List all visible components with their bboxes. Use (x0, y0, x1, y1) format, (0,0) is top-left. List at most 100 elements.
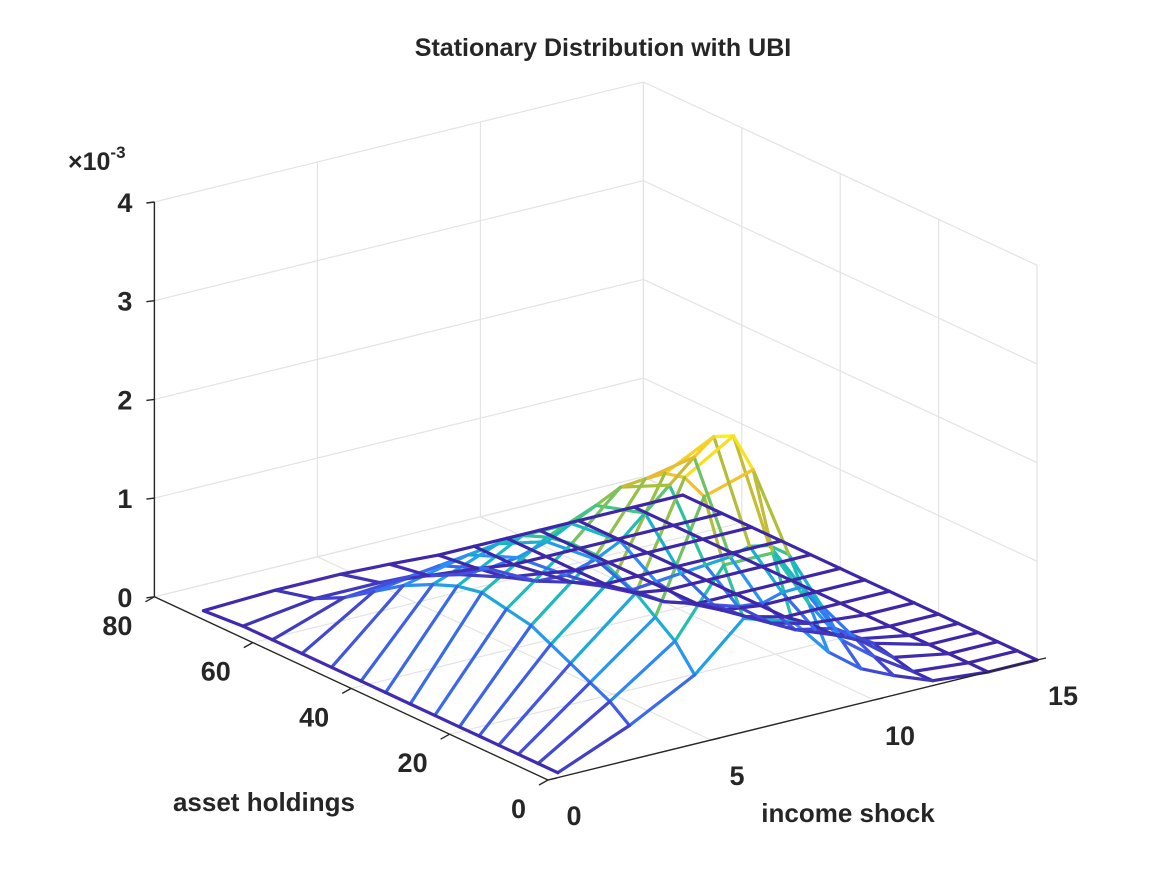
surface-line (511, 554, 548, 567)
surface-line (863, 601, 916, 617)
surface-line (537, 528, 581, 551)
surface-line (956, 621, 980, 635)
y-tick-mark (538, 779, 549, 786)
surface-line (594, 539, 622, 561)
surface-line (201, 609, 245, 628)
surface-line (645, 537, 705, 555)
surface-line (505, 536, 548, 559)
surface-line (966, 661, 990, 674)
surface-line (632, 588, 669, 595)
surface-line (779, 539, 813, 557)
surface-line (544, 554, 578, 573)
surface-line (671, 523, 705, 541)
surface-line (636, 574, 669, 592)
y-tick-label: 60 (201, 657, 231, 687)
surface-line (790, 619, 831, 654)
surface-line (618, 483, 672, 489)
y-tick-mark (440, 733, 450, 740)
surface-line (570, 580, 607, 586)
surface-line (665, 578, 709, 592)
surface-line (675, 551, 734, 569)
grid-line (252, 522, 742, 644)
surface-line (654, 571, 683, 584)
surface-line (408, 702, 437, 718)
surface-line (665, 588, 699, 606)
surface-line (947, 652, 971, 665)
grid-line (154, 81, 644, 203)
surface-line (603, 574, 640, 586)
surface-line (618, 477, 647, 489)
z-tick-mark (146, 596, 155, 599)
surface-line (480, 590, 509, 611)
surface-line (681, 493, 724, 516)
surface-line (359, 582, 435, 683)
surface-line (573, 568, 607, 586)
y-tick-mark (341, 687, 352, 695)
surface-line (496, 540, 549, 546)
surface-line (273, 572, 343, 592)
surface-line (927, 642, 951, 656)
surface-line (329, 665, 363, 683)
surface-line (436, 544, 476, 557)
surface-line (520, 533, 549, 539)
x-tick-label: 0 (566, 801, 581, 831)
z-tick-mark (146, 201, 155, 204)
surface-line (704, 578, 738, 596)
z-tick-label: 4 (117, 188, 132, 218)
surface-line (313, 595, 346, 601)
surface-line (734, 578, 793, 596)
surface-line (838, 601, 867, 617)
surface-line (887, 589, 916, 605)
surface-line (826, 650, 863, 671)
surface-line (329, 583, 405, 669)
surface-line (588, 615, 657, 685)
surface-line (734, 592, 763, 608)
z-tick-label: 3 (117, 287, 132, 317)
surface-line (477, 642, 553, 738)
surface-line (608, 699, 632, 728)
surface-line (384, 690, 412, 706)
surface-line (1015, 649, 1039, 662)
surface-line (541, 571, 575, 584)
surface-line (636, 564, 679, 578)
surface-line (692, 455, 732, 559)
surface-line (300, 651, 334, 669)
surface-line (433, 607, 509, 718)
surface-line (643, 511, 683, 576)
surface-line (457, 725, 481, 738)
surface-line (839, 638, 863, 671)
z-tick-mark (146, 497, 155, 500)
z-exponent-label: ×10-3 (68, 143, 126, 176)
surface-line (511, 562, 545, 576)
surface-line (577, 546, 610, 565)
y-tick-label: 20 (398, 748, 428, 778)
surface-line (667, 455, 696, 487)
surface-line (731, 434, 771, 548)
axes-lines (145, 201, 1047, 786)
z-tick-label: 0 (117, 583, 132, 613)
surface-line (787, 553, 824, 608)
surface-line (643, 471, 667, 481)
surface-line (632, 493, 685, 509)
surface-line (809, 553, 842, 571)
surface-line (338, 562, 391, 576)
chart-title: Stationary Distribution with UBI (415, 34, 791, 62)
surface-line (606, 560, 640, 578)
surface-line (912, 601, 941, 616)
surface-line (497, 661, 573, 747)
surface-line (760, 565, 793, 583)
surface-line (793, 627, 817, 632)
surface-line (270, 638, 304, 656)
x-axis-line (547, 659, 1038, 781)
surface-line (634, 591, 657, 619)
surface-line (433, 713, 461, 729)
surface-line (472, 536, 509, 548)
surface-line (730, 551, 764, 569)
surface-mesh (201, 434, 1039, 775)
surface-line (387, 562, 431, 578)
grid-line (154, 278, 644, 400)
surface-line (456, 572, 509, 579)
surface-line (387, 553, 440, 566)
surface-line (576, 505, 636, 523)
surface-line (241, 624, 274, 642)
